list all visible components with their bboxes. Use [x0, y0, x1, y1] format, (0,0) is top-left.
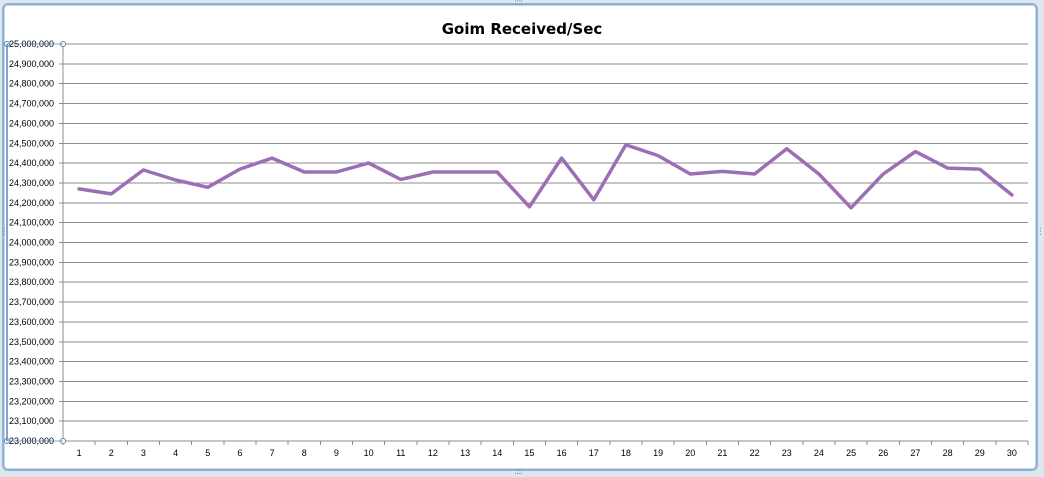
x-tick-label: 12: [428, 448, 438, 458]
data-point[interactable]: [881, 172, 886, 177]
y-tick-label: 23,200,000: [9, 396, 54, 406]
x-tick-label: 19: [653, 448, 663, 458]
x-tick-label: 30: [1007, 448, 1017, 458]
top-resize-handle[interactable]: ::::: [514, 0, 523, 8]
x-tick-label: 11: [396, 448, 405, 458]
y-tick-label: 23,700,000: [9, 297, 54, 307]
y-tick-label: 23,800,000: [9, 277, 54, 287]
y-tick-label: 23,300,000: [9, 376, 54, 386]
x-tick-label: 29: [975, 448, 985, 458]
data-point[interactable]: [205, 185, 210, 190]
x-tick-label: 27: [910, 448, 920, 458]
x-tick-label: 20: [685, 448, 695, 458]
data-point[interactable]: [302, 170, 307, 175]
y-tick-label: 24,900,000: [9, 59, 54, 69]
x-tick-label: 18: [621, 448, 631, 458]
data-point[interactable]: [752, 172, 757, 177]
y-tick-label: 23,400,000: [9, 357, 54, 367]
right-resize-handle[interactable]: ⋮: [1036, 227, 1044, 237]
plot-area-selection-handles: [4, 41, 66, 444]
gridlines: [63, 43, 1028, 422]
data-point[interactable]: [784, 146, 789, 151]
data-point[interactable]: [366, 161, 371, 166]
data-point[interactable]: [141, 168, 146, 173]
data-point[interactable]: [463, 170, 468, 175]
x-tick-label: 6: [237, 448, 242, 458]
data-point[interactable]: [656, 153, 661, 158]
data-point[interactable]: [623, 142, 628, 147]
data-point[interactable]: [270, 156, 275, 161]
y-tick-label: 23,500,000: [9, 337, 54, 347]
y-tick-label: 23,900,000: [9, 257, 54, 267]
x-tick-label: 5: [205, 448, 210, 458]
x-tick-label: 2: [109, 448, 114, 458]
data-point[interactable]: [398, 177, 403, 182]
data-point[interactable]: [559, 156, 564, 161]
data-point[interactable]: [816, 172, 821, 177]
y-tick-label: 24,500,000: [9, 138, 54, 148]
x-tick-label: 23: [782, 448, 792, 458]
data-point[interactable]: [977, 167, 982, 172]
x-tick-label: 13: [460, 448, 470, 458]
bottom-resize-handle[interactable]: ::::: [514, 467, 523, 477]
data-point[interactable]: [1009, 192, 1014, 197]
x-tick-label: 24: [814, 448, 824, 458]
y-tick-label: 23,100,000: [9, 416, 54, 426]
x-tick-label: 21: [717, 448, 727, 458]
x-tick-label: 4: [173, 448, 178, 458]
series-layer: [77, 142, 1014, 210]
data-point[interactable]: [77, 186, 82, 191]
x-axis-tick-labels: 1 2 3 4 5 6 7 8 9 10 11 12 13 14 15 16 17 18 19 20 21 22 23 24 2…: [77, 448, 1017, 458]
chart-area[interactable]: [2, 3, 1038, 471]
y-tick-label: 24,200,000: [9, 198, 54, 208]
data-point[interactable]: [430, 170, 435, 175]
x-tick-label: 16: [557, 448, 567, 458]
y-tick-label: 24,400,000: [9, 158, 54, 168]
x-tick-label: 10: [364, 448, 374, 458]
x-tick-label: 26: [878, 448, 888, 458]
y-tick-label: 24,000,000: [9, 238, 54, 248]
y-axis-tick-labels: 25,000,00024,900,00024,800,00024,700,000…: [9, 39, 54, 446]
x-tick-label: 8: [302, 448, 307, 458]
x-tick-label: 17: [589, 448, 599, 458]
data-point[interactable]: [849, 205, 854, 210]
y-tick-label: 24,700,000: [9, 99, 54, 109]
chart-title: Goim Received/Sec: [442, 20, 603, 38]
data-point[interactable]: [913, 149, 918, 154]
y-tick-label: 23,600,000: [9, 317, 54, 327]
data-point[interactable]: [527, 204, 532, 209]
data-point[interactable]: [173, 177, 178, 182]
x-tick-label: 14: [492, 448, 502, 458]
data-point[interactable]: [495, 170, 500, 175]
data-point[interactable]: [720, 169, 725, 174]
x-tick-label: 28: [943, 448, 953, 458]
x-tick-label: 15: [524, 448, 534, 458]
y-tick-label: 24,300,000: [9, 178, 54, 188]
x-tick-label: 1: [77, 448, 82, 458]
x-tick-label: 22: [750, 448, 760, 458]
data-point[interactable]: [237, 167, 242, 172]
axes: [59, 43, 1029, 445]
y-tick-label: 24,600,000: [9, 118, 54, 128]
data-point[interactable]: [945, 166, 950, 171]
data-point[interactable]: [591, 197, 596, 202]
x-tick-label: 25: [846, 448, 856, 458]
x-tick-label: 7: [270, 448, 275, 458]
data-point[interactable]: [334, 170, 339, 175]
series-line[interactable]: [77, 143, 1014, 210]
y-tick-label: 24,100,000: [9, 218, 54, 228]
x-tick-label: 9: [334, 448, 339, 458]
data-point[interactable]: [109, 191, 114, 196]
y-tick-label: 24,800,000: [9, 79, 54, 89]
x-tick-label: 3: [141, 448, 146, 458]
data-point[interactable]: [688, 172, 693, 177]
